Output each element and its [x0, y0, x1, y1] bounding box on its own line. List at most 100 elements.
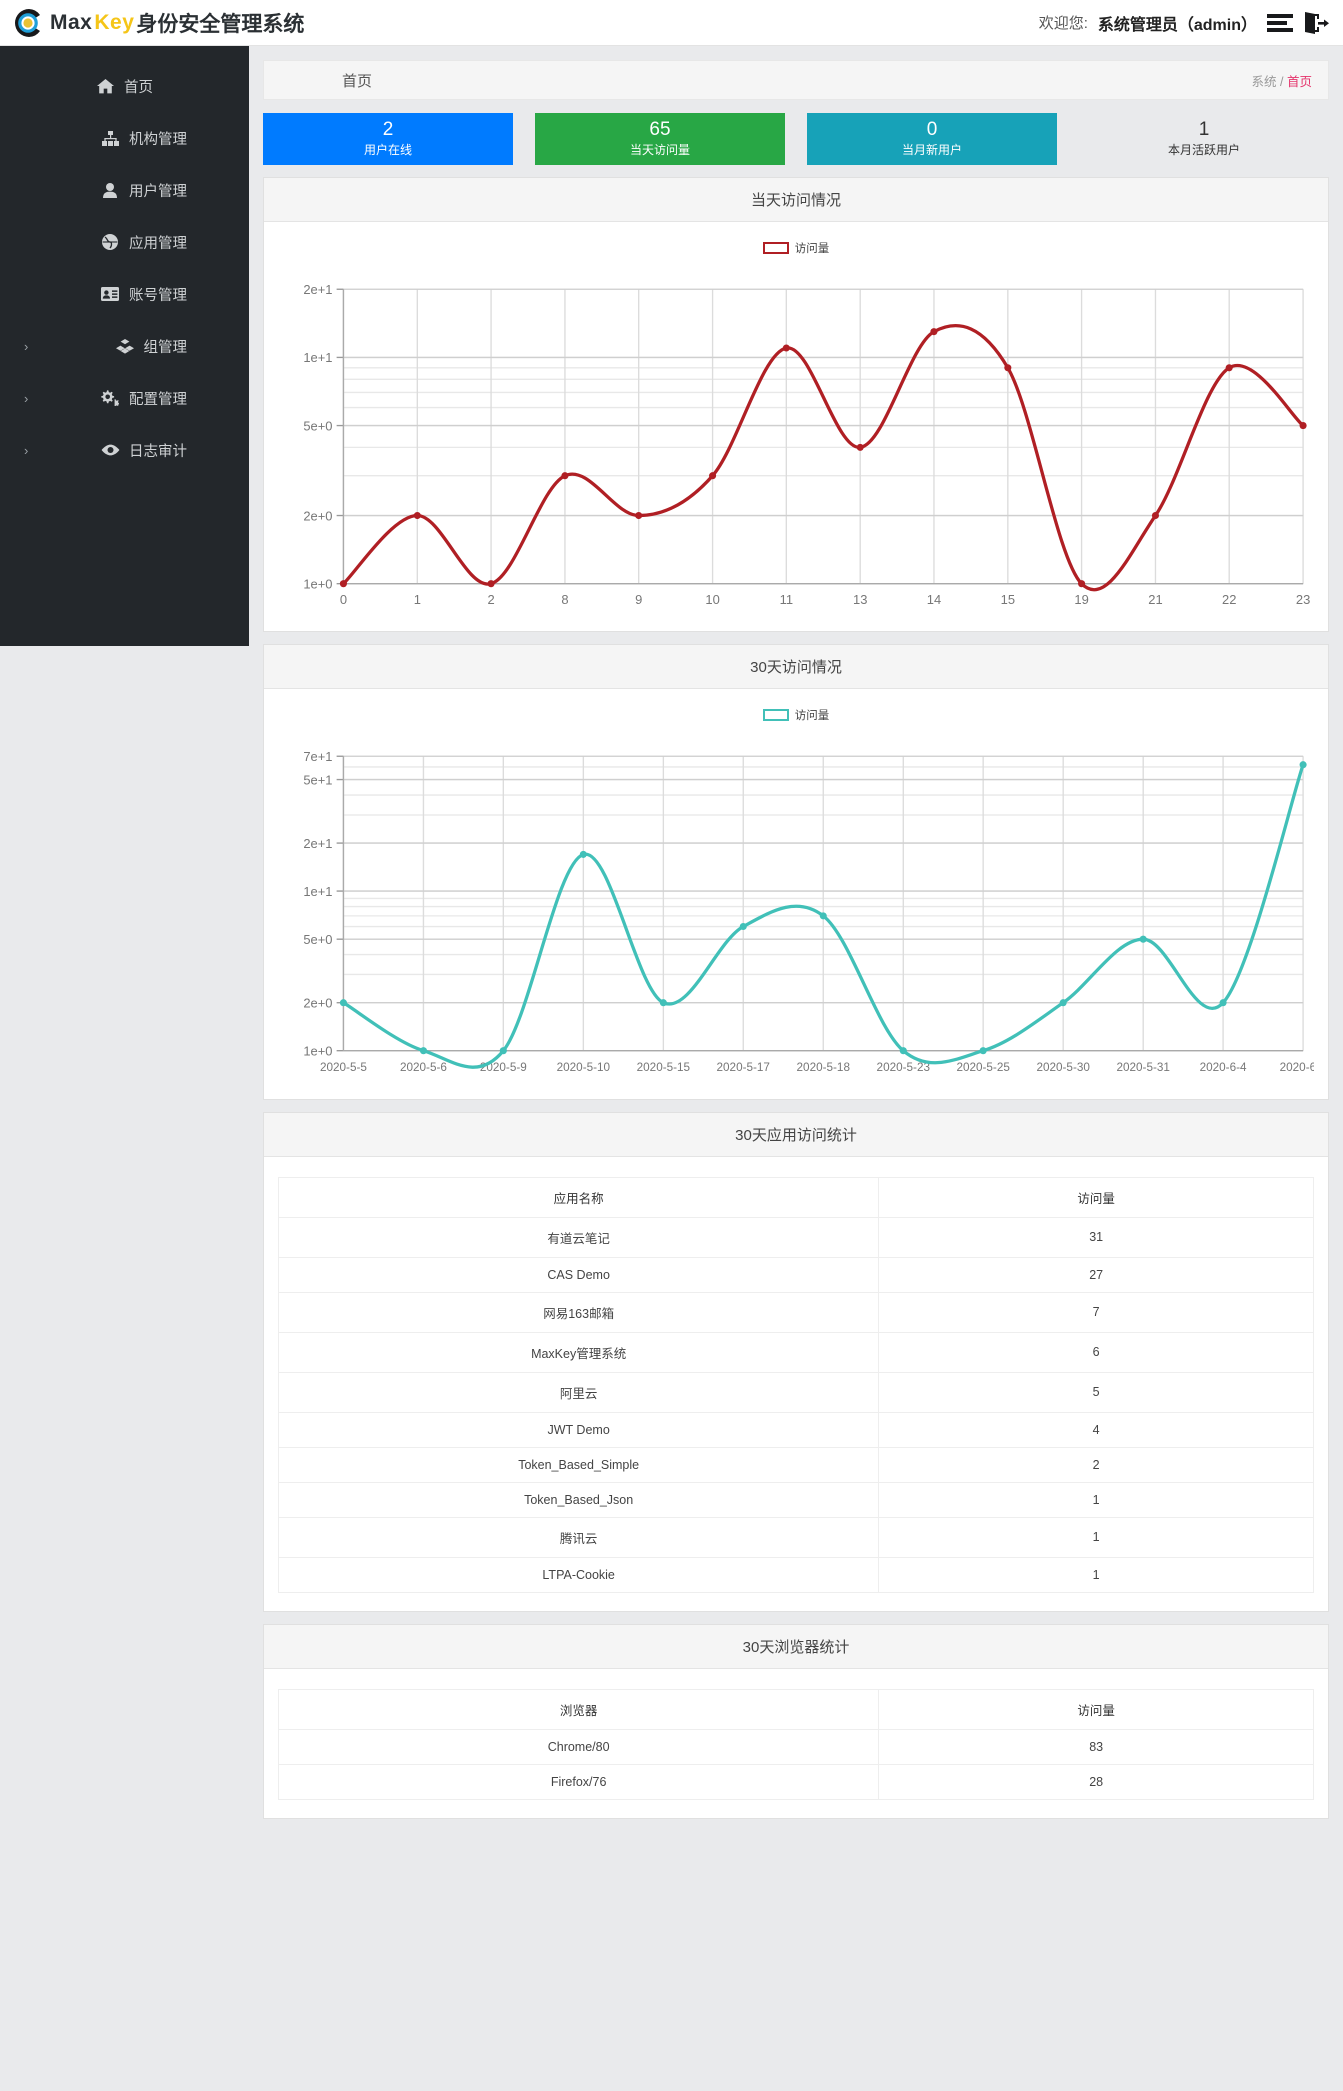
breadcrumb-current: 首页: [1286, 74, 1312, 89]
gears-icon: [99, 390, 121, 406]
column-header: 浏览器: [277, 1688, 880, 1730]
sidebar-item-home[interactable]: 首页: [0, 60, 249, 112]
svg-text:2020-6-5: 2020-6-5: [1280, 1061, 1314, 1074]
stat-cards: 2 用户在线 65 当天访问量 0 当月新用户 1 本月活跃用户: [263, 113, 1329, 165]
table-row: Token_Based_Simple 2: [277, 1446, 1314, 1483]
top-bar: Max Key 身份安全管理系统 欢迎您: 系统管理员（admin）: [0, 0, 1343, 46]
table-cell: 4: [878, 1411, 1314, 1448]
table-row: 腾讯云 1: [277, 1516, 1314, 1558]
stat-label: 用户在线: [363, 142, 412, 157]
table-cell: 阿里云: [277, 1371, 880, 1413]
panel-day-chart: 当天访问情况 访问量 1e+0 2e+0 5e+0 1e+1 2e+1 0 1 2 8 9 10 11…: [263, 177, 1329, 633]
hamburger-menu-icon[interactable]: [1267, 12, 1293, 34]
logout-icon[interactable]: [1303, 11, 1329, 35]
table-row: Chrome/80 83: [277, 1728, 1314, 1765]
table-cell: 网易163邮箱: [277, 1291, 880, 1333]
svg-text:10: 10: [705, 592, 719, 607]
column-header: 应用名称: [277, 1176, 880, 1218]
svg-text:2020-5-30: 2020-5-30: [1036, 1061, 1090, 1074]
sidebar-item-label: 组管理: [143, 339, 188, 356]
chevron-right-icon: ›: [24, 338, 29, 354]
table-cell: 83: [878, 1728, 1314, 1765]
svg-text:8: 8: [561, 592, 568, 607]
table-cell: 28: [878, 1763, 1314, 1800]
stat-card-online-users[interactable]: 2 用户在线: [263, 113, 513, 165]
svg-text:2020-5-25: 2020-5-25: [956, 1061, 1010, 1074]
sidebar-item-users[interactable]: 用户管理: [0, 164, 249, 216]
legend-label: 访问量: [794, 243, 830, 255]
day-chart[interactable]: 访问量 1e+0 2e+0 5e+0 1e+1 2e+1 0 1 2 8 9 10 11 13 14 15 1…: [278, 232, 1314, 627]
table-cell: 有道云笔记: [277, 1216, 880, 1258]
svg-text:5e+1: 5e+1: [303, 773, 332, 788]
svg-text:2020-6-4: 2020-6-4: [1200, 1061, 1247, 1074]
table-row: Token_Based_Json 1: [277, 1481, 1314, 1518]
svg-text:11: 11: [780, 592, 793, 607]
table-row: CAS Demo 27: [277, 1256, 1314, 1293]
top-right-area: 欢迎您: 系统管理员（admin）: [1039, 11, 1329, 35]
panel-title: 当天访问情况: [264, 178, 1328, 222]
panel-body: 访问量 1e+0 2e+0 5e+0 1e+1 2e+1 5e+1 7e+1 2020-5-5…: [264, 689, 1328, 1098]
svg-text:2: 2: [487, 592, 494, 607]
table-cell: 1: [878, 1481, 1314, 1518]
sidebar-item-apps[interactable]: 应用管理: [0, 216, 249, 268]
svg-text:2020-5-6: 2020-5-6: [400, 1061, 447, 1074]
panel-body: 浏览器 访问量 Chrome/80 83 Firefox/76 28: [264, 1669, 1328, 1818]
sidebar-item-config[interactable]: › 配置管理: [0, 372, 249, 424]
svg-text:2020-5-31: 2020-5-31: [1116, 1061, 1169, 1074]
table-row: LTPA-Cookie 1: [277, 1556, 1314, 1593]
welcome-label: 欢迎您:: [1038, 15, 1088, 32]
table-header-row: 应用名称 访问量: [277, 1176, 1314, 1218]
svg-text:2e+0: 2e+0: [303, 508, 332, 523]
svg-text:1e+1: 1e+1: [303, 884, 332, 899]
svg-text:5e+0: 5e+0: [303, 932, 332, 947]
sidebar-item-audit[interactable]: › 日志审计: [0, 424, 249, 476]
table-cell: 7: [878, 1291, 1314, 1333]
chevron-right-icon: ›: [24, 390, 29, 406]
table-cell: MaxKey管理系统: [277, 1331, 880, 1373]
svg-text:2020-5-17: 2020-5-17: [717, 1061, 770, 1074]
table-row: 阿里云 5: [277, 1371, 1314, 1413]
sidebar-item-groups[interactable]: › 组管理: [0, 320, 249, 372]
svg-text:21: 21: [1148, 592, 1162, 607]
stat-card-new-users[interactable]: 0 当月新用户: [807, 113, 1057, 165]
breadcrumb-bar: 首页 系统 / 首页: [263, 60, 1329, 100]
column-header: 访问量: [878, 1688, 1314, 1730]
stat-card-today-visits[interactable]: 65 当天访问量: [535, 113, 785, 165]
sidebar-item-label: 机构管理: [129, 131, 187, 148]
svg-text:22: 22: [1222, 592, 1236, 607]
sidebar-item-accounts[interactable]: 账号管理: [0, 268, 249, 320]
month-chart[interactable]: 访问量 1e+0 2e+0 5e+0 1e+1 2e+1 5e+1 7e+1 2020-5-5…: [278, 699, 1314, 1094]
legend-swatch: [762, 242, 789, 254]
svg-text:2e+1: 2e+1: [303, 282, 332, 297]
sidebar-item-label: 日志审计: [129, 443, 187, 460]
sidebar-item-label: 配置管理: [129, 391, 187, 408]
table-row: 网易163邮箱 7: [277, 1291, 1314, 1333]
maxkey-logo-icon: [14, 8, 44, 38]
table-cell: CAS Demo: [277, 1256, 880, 1293]
table-row: MaxKey管理系统 6: [277, 1331, 1314, 1373]
panel-body: 访问量 1e+0 2e+0 5e+0 1e+1 2e+1 0 1 2 8 9 10 11 13 14 15 1…: [264, 222, 1328, 631]
stat-value: 2: [382, 119, 394, 141]
sidebar-item-org[interactable]: 机构管理: [0, 112, 249, 164]
svg-text:1e+1: 1e+1: [303, 350, 332, 365]
legend-label: 访问量: [794, 710, 830, 723]
svg-text:19: 19: [1074, 592, 1088, 607]
sidebar-item-label: 账号管理: [129, 287, 187, 304]
sidebar-item-label: 用户管理: [129, 183, 187, 200]
breadcrumb: 系统 / 首页: [1252, 71, 1312, 90]
chart-legend: 访问量: [278, 240, 1314, 256]
stat-card-active-users[interactable]: 1 本月活跃用户: [1079, 113, 1329, 165]
panel-title: 30天浏览器统计: [264, 1624, 1328, 1669]
svg-text:2e+0: 2e+0: [303, 996, 332, 1011]
svg-text:1e+0: 1e+0: [303, 576, 332, 591]
chart-legend: 访问量: [278, 707, 1314, 723]
breadcrumb-root[interactable]: 系统: [1251, 74, 1277, 89]
user-icon: [99, 182, 121, 198]
table-cell: 1: [878, 1556, 1314, 1593]
home-icon: [94, 78, 116, 94]
current-user-name: 系统管理员（admin）: [1097, 16, 1257, 34]
stat-value: 1: [1198, 119, 1210, 141]
stat-label: 当月新用户: [901, 142, 962, 157]
app-brand: Max Key 身份安全管理系统: [14, 8, 304, 38]
svg-text:2020-5-15: 2020-5-15: [637, 1061, 691, 1074]
